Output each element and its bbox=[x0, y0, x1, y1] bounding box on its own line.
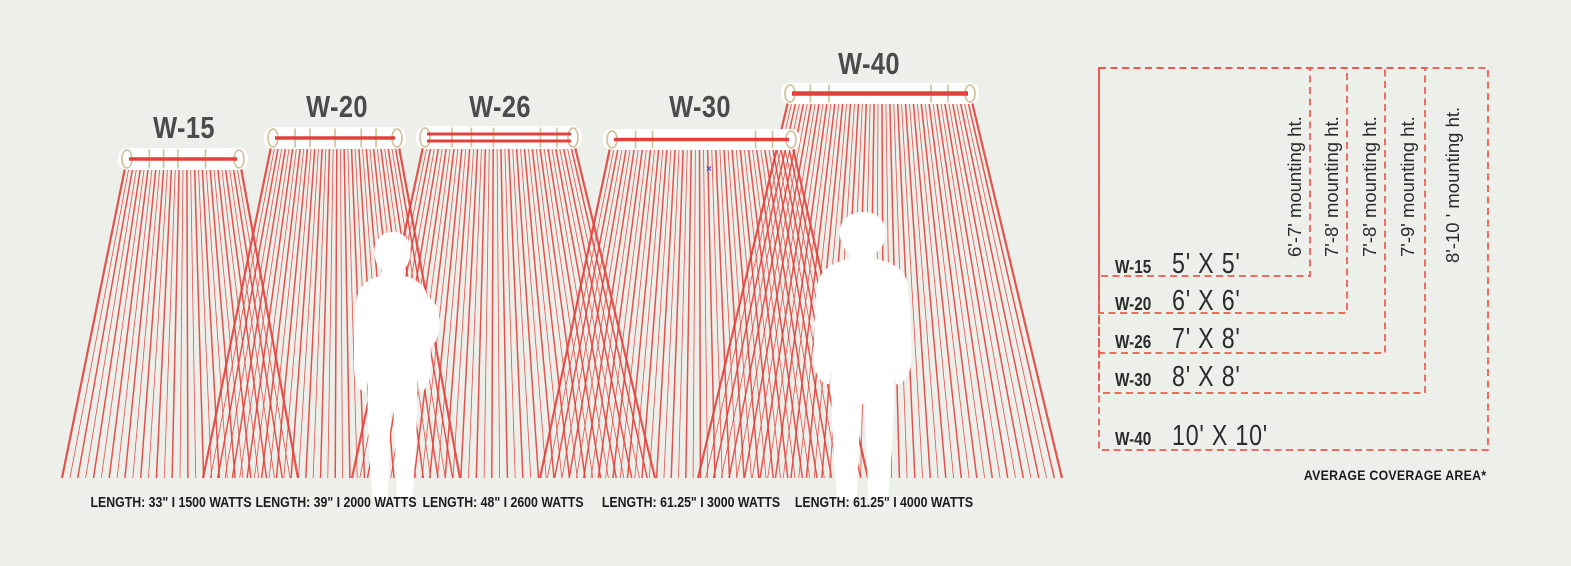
heater-title-w20: W-20 bbox=[306, 89, 368, 124]
table-coverage: 6' X 6' bbox=[1171, 285, 1241, 317]
spec-label-w26: LENGTH: 48" I 2600 WATTS bbox=[422, 495, 584, 511]
table-coverage: 5' X 5' bbox=[1171, 248, 1241, 280]
mounting-height-label-w40: 8'-10 ' mounting ht. bbox=[1442, 106, 1463, 263]
heater-bar bbox=[264, 127, 406, 149]
table-row-w40: W-40 10' X 10' bbox=[1115, 422, 1292, 451]
table-model: W-15 bbox=[1115, 257, 1152, 277]
heat-fan bbox=[201, 146, 462, 479]
heater-bar bbox=[416, 126, 582, 149]
table-coverage: 7' X 8' bbox=[1171, 323, 1241, 355]
heater-title-w40: W-40 bbox=[838, 46, 900, 81]
stray-x-mark: × bbox=[706, 164, 712, 175]
table-model: W-26 bbox=[1115, 332, 1152, 352]
table-coverage: 10' X 10' bbox=[1171, 420, 1268, 452]
table-row-w15: W-15 5' X 5' bbox=[1115, 250, 1257, 279]
person-silhouette-large bbox=[814, 212, 912, 501]
spec-label-w30: LENGTH: 61.25" I 3000 WATTS bbox=[601, 495, 781, 511]
spec-label-w15: LENGTH: 33" I 1500 WATTS bbox=[90, 495, 252, 511]
mounting-height-label-w26: 7'-8' mounting ht. bbox=[1359, 116, 1380, 257]
table-model: W-20 bbox=[1115, 294, 1152, 314]
heater-title-w30: W-30 bbox=[669, 89, 731, 124]
mounting-height-label-w20: 7'-8' mounting ht. bbox=[1321, 116, 1342, 257]
table-row-w20: W-20 6' X 6' bbox=[1115, 287, 1257, 316]
table-coverage: 8' X 8' bbox=[1171, 361, 1241, 393]
heater-bar bbox=[118, 148, 248, 170]
table-model: W-40 bbox=[1115, 429, 1152, 449]
spec-label-w40: LENGTH: 61.25" I 4000 WATTS bbox=[794, 495, 974, 511]
coverage-dashed-box bbox=[1098, 67, 1489, 451]
heater-bar bbox=[603, 129, 800, 150]
coverage-dashed-box bbox=[1098, 67, 1311, 277]
mounting-height-label-w30: 7'-9' mounting ht. bbox=[1397, 116, 1418, 257]
average-coverage-footnote: AVERAGE COVERAGE AREA* bbox=[1303, 467, 1486, 483]
table-model: W-30 bbox=[1115, 370, 1152, 390]
table-row-w30: W-30 8' X 8' bbox=[1115, 363, 1257, 392]
heater-title-w26: W-26 bbox=[469, 89, 531, 124]
table-row-w26: W-26 7' X 8' bbox=[1115, 325, 1257, 354]
heater-title-w15: W-15 bbox=[153, 110, 215, 145]
person-silhouette-small bbox=[353, 232, 440, 500]
spec-label-w20: LENGTH: 39" I 2000 WATTS bbox=[255, 495, 417, 511]
heater-bar bbox=[781, 83, 979, 104]
mounting-height-label-w15: 6'-7' mounting ht. bbox=[1284, 116, 1305, 257]
